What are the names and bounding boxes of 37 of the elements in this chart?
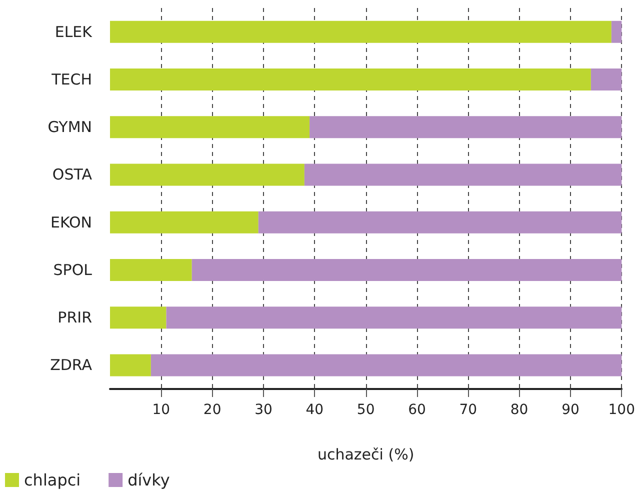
y-tick-label: OSTA (52, 166, 93, 184)
x-tick-label: 100 (608, 402, 636, 418)
y-tick-label: PRIR (58, 308, 92, 327)
bar (304, 164, 622, 186)
x-tick-label: 60 (408, 402, 426, 418)
bar (110, 116, 310, 138)
bar (110, 68, 591, 90)
bar (611, 20, 622, 43)
x-tick-label: 70 (459, 402, 478, 418)
bar (590, 68, 622, 90)
x-tick-label: 90 (562, 402, 580, 418)
x-tick-label: 20 (203, 402, 222, 418)
legend-label: chlapci (24, 470, 81, 490)
bar (110, 258, 192, 281)
y-tick-label: ELEK (54, 22, 94, 41)
bar (110, 211, 258, 234)
x-tick-label: 40 (306, 402, 324, 418)
x-tick-label: 10 (152, 402, 170, 418)
x-tick-label: 50 (356, 402, 375, 418)
y-tick-label: GYMN (48, 118, 92, 136)
legend-label: dívky (128, 470, 170, 490)
y-tick-label: SPOL (53, 260, 93, 279)
y-tick-label: TECH (50, 70, 92, 88)
y-tick-label: ZDRA (50, 356, 93, 374)
bar (192, 258, 622, 281)
bar (110, 20, 612, 43)
x-axis-title: uchazeči (%) (317, 446, 414, 464)
y-tick-label: EKON (50, 213, 92, 232)
bar (110, 306, 166, 329)
bar (110, 354, 151, 376)
x-tick-label: 30 (254, 402, 272, 418)
x-tick-label: 80 (510, 402, 528, 418)
bar (150, 354, 622, 376)
bar (110, 164, 304, 186)
bar (310, 116, 622, 138)
bar (166, 306, 622, 329)
bar (258, 211, 622, 234)
